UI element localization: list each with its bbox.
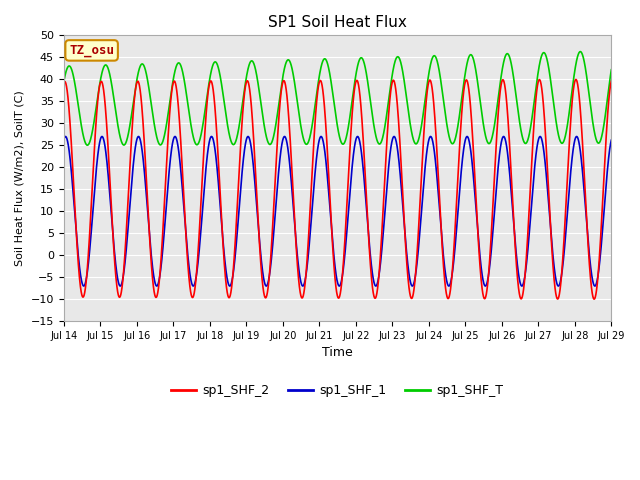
Legend: sp1_SHF_2, sp1_SHF_1, sp1_SHF_T: sp1_SHF_2, sp1_SHF_1, sp1_SHF_T (166, 379, 509, 402)
Title: SP1 Soil Heat Flux: SP1 Soil Heat Flux (268, 15, 407, 30)
X-axis label: Time: Time (322, 347, 353, 360)
Text: TZ_osu: TZ_osu (69, 44, 114, 57)
Y-axis label: Soil Heat Flux (W/m2), SoilT (C): Soil Heat Flux (W/m2), SoilT (C) (15, 90, 25, 266)
